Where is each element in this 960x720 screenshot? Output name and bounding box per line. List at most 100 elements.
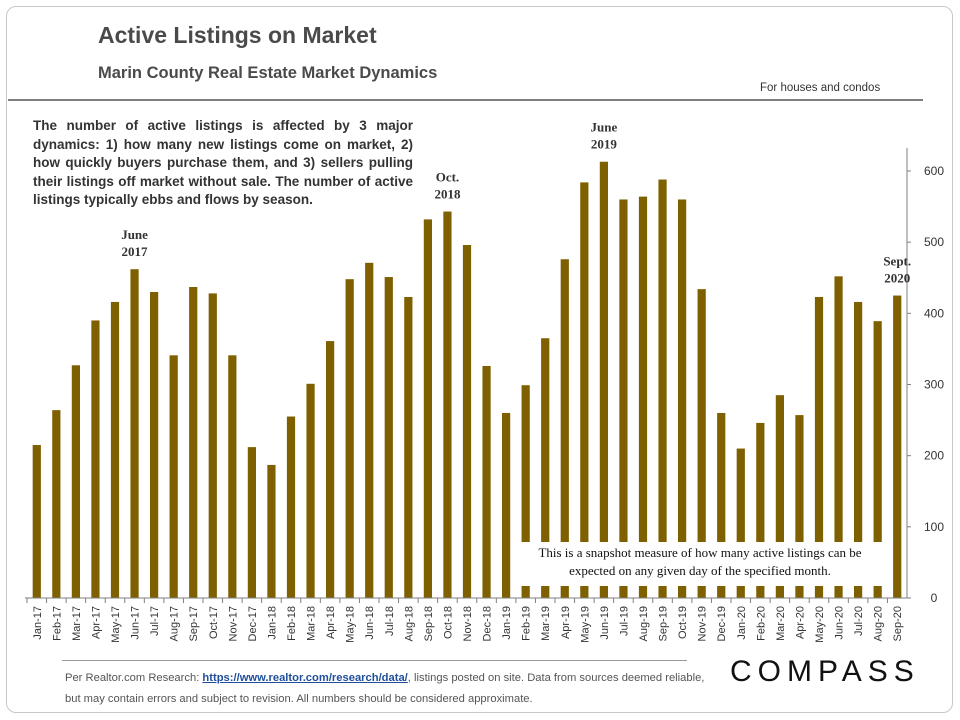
bar-dec-17: [247, 447, 256, 598]
x-tick-label: Apr-18: [325, 606, 337, 639]
x-tick-label: Jun-17: [130, 606, 142, 640]
x-tick-label: Oct-18: [442, 606, 454, 639]
x-tick-label: May-17: [110, 606, 122, 643]
bar-jul-17: [150, 291, 159, 598]
bar-oct-18: [443, 211, 452, 598]
x-tick-label: May-18: [345, 606, 357, 643]
x-tick-label: Jan-17: [32, 606, 44, 640]
x-tick-label: Feb-19: [521, 606, 533, 641]
bar-jul-18: [384, 277, 393, 598]
bar-feb-19: [521, 385, 530, 598]
bar-aug-19: [638, 196, 648, 598]
x-tick-label: Feb-18: [286, 606, 298, 641]
bar-nov-18: [462, 245, 472, 598]
x-tick-label: Sep-19: [658, 606, 670, 641]
scope-note: For houses and condos: [760, 82, 881, 94]
bar-may-18: [345, 279, 354, 598]
x-tick-label: Dec-19: [716, 606, 728, 641]
x-tick-label: Apr-20: [794, 606, 806, 639]
x-tick-label: Feb-20: [755, 606, 767, 641]
source-footer: Per Realtor.com Research: https://www.re…: [65, 668, 705, 710]
annotation-label: Sept.: [883, 254, 911, 269]
annotation-label: 2017: [122, 244, 149, 259]
bar-jun-18: [365, 262, 374, 598]
x-tick-label: Aug-17: [169, 606, 181, 641]
bar-mar-17: [71, 365, 80, 598]
bar-jun-20: [834, 276, 843, 598]
y-tick-label: 200: [924, 449, 944, 463]
annotation-label: 2018: [434, 187, 461, 202]
y-tick-label: 600: [924, 164, 944, 178]
page-title: Active Listings on Market: [98, 22, 377, 48]
bar-apr-19: [560, 259, 569, 598]
header-divider: [8, 99, 923, 101]
bar-nov-19: [697, 289, 706, 598]
x-tick-label: Jul-19: [618, 606, 630, 636]
x-tick-label: Aug-19: [638, 606, 650, 641]
x-tick-label: Jan-20: [736, 606, 748, 640]
x-tick-label: Jul-20: [853, 606, 865, 636]
bar-may-19: [580, 182, 589, 599]
x-tick-label: Mar-17: [71, 606, 83, 641]
x-tick-label: Dec-18: [482, 606, 494, 641]
source-link[interactable]: https://www.realtor.com/research/data/: [202, 672, 408, 684]
x-tick-label: Apr-19: [560, 606, 572, 639]
bar-feb-18: [286, 416, 296, 598]
annotation-label: June: [121, 227, 148, 242]
snapshot-note: This is a snapshot measure of how many a…: [538, 545, 862, 578]
x-tick-label: Nov-18: [462, 606, 474, 641]
x-tick-label: Apr-17: [90, 606, 102, 639]
bar-jan-20: [736, 448, 745, 598]
compass-logo: COMPASS: [730, 655, 920, 688]
x-tick-label: Nov-19: [697, 606, 709, 641]
y-tick-label: 400: [924, 306, 944, 320]
x-tick-label: Feb-17: [51, 606, 63, 641]
annotation-label: Oct.: [436, 170, 459, 185]
bar-mar-20: [775, 395, 784, 598]
annotation-label: June: [591, 120, 618, 135]
bar-sep-20: [893, 295, 902, 598]
bar-may-20: [814, 296, 824, 598]
bar-may-17: [110, 301, 120, 598]
y-tick-label: 500: [924, 235, 944, 249]
y-tick-label: 0: [931, 591, 938, 605]
x-tick-label: May-20: [814, 606, 826, 643]
bar-aug-18: [404, 296, 413, 598]
bar-sep-17: [189, 287, 198, 598]
annotation-label: 2020: [884, 271, 910, 286]
x-tick-label: Jul-18: [384, 606, 396, 636]
bar-mar-18: [306, 383, 315, 598]
bar-sep-19: [658, 179, 667, 599]
footer-divider: [62, 660, 687, 661]
y-tick-label: 300: [924, 378, 944, 392]
bar-aug-17: [169, 355, 178, 598]
x-tick-label: Jan-18: [266, 606, 278, 640]
bar-jun-17: [130, 269, 139, 598]
bar-jul-19: [619, 199, 628, 598]
footer-suffix: , listings posted on site. Data from sou…: [65, 672, 705, 705]
bar-aug-20: [873, 321, 882, 598]
bar-nov-17: [228, 355, 237, 598]
bar-oct-17: [208, 293, 217, 598]
x-tick-label: Mar-20: [775, 606, 787, 641]
bar-jan-19: [502, 412, 511, 598]
x-tick-label: Nov-17: [227, 606, 239, 641]
x-tick-label: Sep-20: [892, 606, 904, 641]
x-tick-label: Jan-19: [501, 606, 513, 640]
x-tick-label: Aug-20: [873, 606, 885, 641]
bar-oct-19: [678, 199, 687, 598]
x-tick-label: Jun-20: [834, 606, 846, 640]
footer-prefix: Per Realtor.com Research:: [65, 672, 200, 684]
bar-sep-18: [423, 219, 432, 599]
bar-jan-17: [32, 444, 41, 598]
bar-apr-17: [91, 320, 100, 598]
y-tick-label: 100: [924, 520, 944, 534]
snapshot-note-box: [515, 542, 887, 586]
bar-apr-20: [795, 415, 804, 598]
bar-dec-18: [482, 365, 491, 598]
x-tick-label: Jun-19: [599, 606, 611, 640]
annotation-label: 2019: [591, 137, 618, 152]
x-tick-label: Dec-17: [247, 606, 259, 641]
bar-apr-18: [326, 341, 335, 598]
